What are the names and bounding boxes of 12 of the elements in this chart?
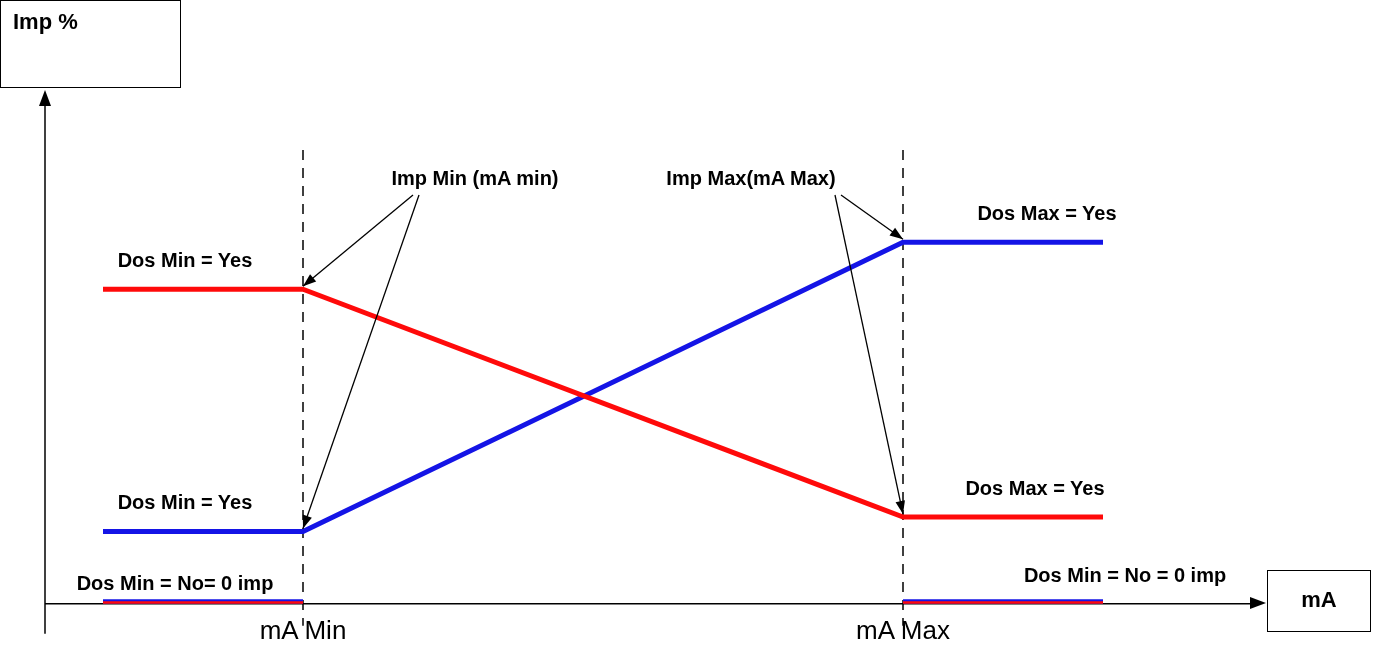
text: Imp % <box>0 0 181 88</box>
annotation: Dos Min = Yes <box>117 491 253 514</box>
x-axis-title: mA <box>1267 570 1371 632</box>
annotation: Dos Min = No = 0 imp <box>1023 564 1227 586</box>
annotation: Dos Min = Yes <box>117 249 253 272</box>
text: Imp Max(mA Max) <box>666 167 836 189</box>
annotation: Dos Max = Yes <box>965 477 1105 500</box>
text: Imp Min (mA min) <box>391 167 559 189</box>
annotation: Dos Min = No= 0 imp <box>76 571 274 594</box>
x-tick-label: mA Max <box>856 614 950 645</box>
x-tick-label: mA Min <box>259 614 347 645</box>
annotation: Dos Max = Yes <box>977 202 1117 225</box>
